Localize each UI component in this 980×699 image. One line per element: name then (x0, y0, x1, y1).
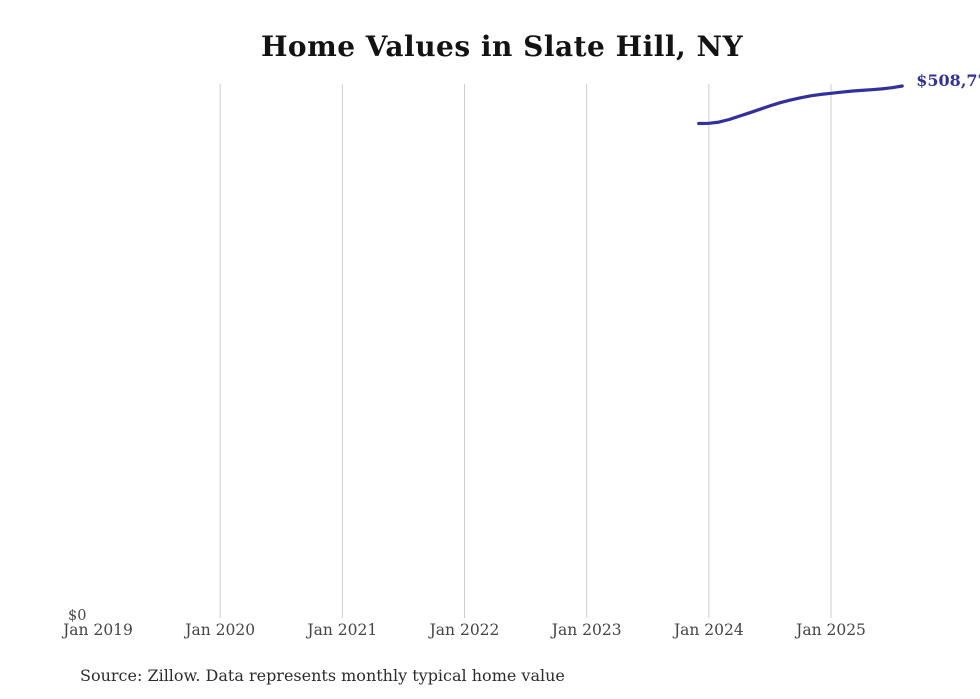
value-line (697, 84, 904, 126)
chart-title: Home Values in Slate Hill, NY (260, 30, 744, 63)
series-end-value-label: $508,777 (916, 71, 980, 90)
home-value-line-series (697, 84, 904, 126)
vertical-gridlines (219, 84, 832, 618)
source-note: Source: Zillow. Data represents monthly … (80, 666, 565, 685)
y-axis-zero-label: $0 (68, 608, 87, 624)
